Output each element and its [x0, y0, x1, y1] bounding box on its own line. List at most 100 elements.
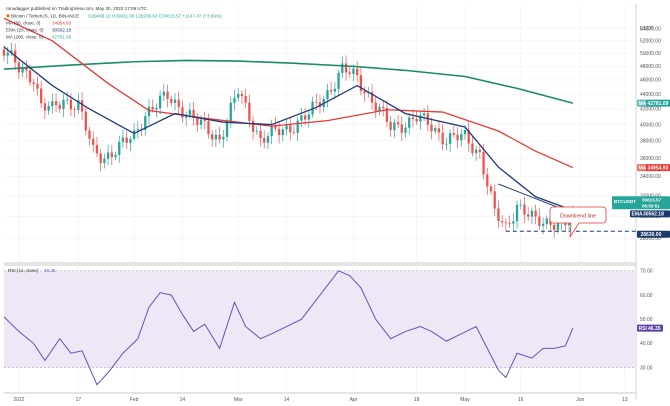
last-price-badge: BTCUSDT 30615.57 06:50:51: [612, 196, 670, 210]
rsi-band: [4, 270, 636, 368]
time-tick-label: 2022: [13, 397, 24, 403]
candle-body: [95, 144, 99, 154]
candle-body: [292, 132, 296, 134]
candle-body: [181, 107, 184, 118]
candle-body: [73, 109, 76, 111]
support-badge-value: 28630.00: [641, 232, 662, 238]
candle-body: [411, 117, 415, 119]
rsi-legend: RSI (14, close): [8, 268, 39, 273]
candlesticks: [2, 42, 574, 238]
candle-body: [408, 117, 411, 128]
candle-body: [69, 99, 73, 110]
candle-body: [237, 94, 240, 98]
candle-body: [170, 98, 173, 103]
candle-body: [218, 134, 221, 140]
candle-body: [277, 128, 281, 136]
candle-body: [415, 118, 418, 122]
candle-body: [192, 110, 195, 119]
sma50-price-badge: MA 34954.93: [637, 164, 670, 171]
candle-body: [307, 114, 310, 120]
ma200-badge-tag: MA: [639, 101, 647, 107]
candle-body: [129, 138, 132, 143]
candle-body: [296, 120, 299, 133]
candle-body: [471, 143, 474, 154]
candle-body: [363, 90, 366, 94]
candle-body: [534, 210, 537, 217]
candle-body: [289, 125, 292, 133]
price-tick-label: 48000.00: [640, 64, 661, 70]
candle-body: [556, 222, 560, 230]
sma-legend-value: 34954.93: [52, 21, 72, 26]
rsi-badge-tag: RSI: [639, 326, 648, 332]
candle-body: [378, 106, 381, 111]
rsi-tick-label: 50.00: [640, 317, 653, 323]
candle-body: [315, 101, 318, 103]
ema-legend: EMA (20, close, 0): [6, 28, 44, 33]
candle-body: [523, 204, 526, 215]
candle-body: [348, 72, 351, 74]
candle-body: [21, 68, 24, 73]
candle-body: [352, 68, 355, 74]
time-tick-label: May: [460, 397, 470, 403]
ema-legend-value: 30562.18: [52, 28, 72, 33]
candle-body: [456, 134, 459, 141]
candle-body: [478, 149, 482, 152]
candle-body: [493, 191, 496, 209]
candle-body: [166, 91, 169, 99]
candle-body: [341, 63, 344, 73]
price-badge-countdown: 06:50:51: [642, 203, 660, 208]
candle-body: [482, 151, 485, 175]
candle-body: [229, 102, 232, 122]
price-tick-label: 54000.00: [640, 26, 661, 32]
candle-body: [504, 222, 508, 224]
symbol-icon: [6, 14, 10, 18]
price-tick-label: 42000.00: [640, 107, 661, 113]
candle-body: [501, 221, 504, 223]
candle-body: [147, 106, 151, 117]
candle-body: [47, 106, 50, 111]
candle-body: [541, 223, 545, 226]
candle-body: [344, 63, 348, 73]
time-tick-label: Jun: [576, 397, 584, 403]
price-badge-tag: BTCUSDT: [614, 199, 636, 204]
ma200-line: [3, 59, 574, 104]
candle-body: [463, 130, 467, 135]
candle-body: [285, 125, 288, 130]
sma50-line: [3, 17, 574, 169]
candle-body: [251, 120, 255, 132]
candle-body: [225, 121, 229, 137]
candle-body: [300, 115, 303, 121]
candle-body: [136, 129, 139, 131]
ema20-badge-value: 30562.18: [643, 212, 664, 218]
price-tick-label: 50000.00: [640, 51, 661, 57]
rsi-value-badge: RSI 46.35: [637, 324, 663, 332]
price-badge-value: 30615.57: [642, 198, 662, 203]
candle-body: [62, 99, 65, 109]
candle-body: [214, 134, 218, 140]
candle-body: [452, 133, 455, 135]
time-tick-label: 14: [180, 397, 186, 403]
candle-body: [337, 72, 340, 89]
price-tick-label: 28000.00: [640, 236, 661, 242]
candle-body: [244, 96, 247, 103]
candle-body: [389, 121, 392, 130]
candle-body: [43, 103, 47, 111]
candle-body: [196, 118, 199, 125]
candle-body: [177, 99, 180, 108]
time-tick-label: 17: [76, 397, 82, 403]
candle-body: [448, 133, 452, 144]
candle-body: [32, 82, 35, 84]
candle-body: [259, 130, 262, 139]
candle-body: [489, 186, 493, 192]
candle-body: [88, 130, 91, 139]
candle-body: [155, 108, 158, 110]
candle-body: [303, 115, 307, 120]
candle-body: [512, 221, 515, 224]
candle-body: [10, 50, 13, 53]
candle-body: [36, 83, 39, 89]
candle-body: [233, 97, 236, 103]
candle-body: [422, 113, 426, 116]
candle-body: [151, 106, 154, 110]
rsi-tick-label: 70.00: [640, 269, 653, 275]
candle-body: [486, 174, 489, 187]
